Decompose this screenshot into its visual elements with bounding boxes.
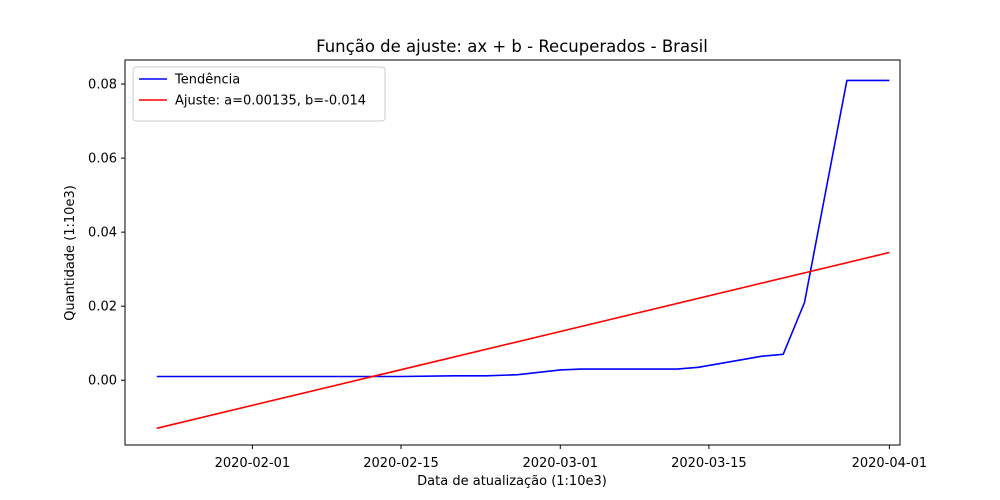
x-tick-label: 2020-02-01: [215, 456, 291, 471]
y-tick-label: 0.08: [88, 78, 117, 93]
series-layer: [156, 79, 890, 430]
x-tick-label: 2020-04-01: [852, 456, 928, 471]
chart-title: Função de ajuste: ax + b - Recuperados -…: [316, 37, 708, 56]
legend-label-0: Tendência: [174, 73, 240, 88]
y-tick-label: 0.06: [88, 152, 117, 167]
ticks-layer: 2020-02-01 2020-02-15 2020-03-01 2020-03-15…: [88, 78, 927, 471]
x-tick-label: 2020-03-01: [522, 456, 598, 471]
legend-box: [132, 66, 386, 122]
x-axis-label: Data de atualização (1:10e3): [417, 474, 607, 489]
y-axis-label: Quantidade (1:10e3): [63, 185, 78, 321]
y-tick-label: 0.00: [88, 374, 117, 389]
legend: Tendência Ajuste: a=0.00135, b=-0.014: [132, 66, 386, 122]
legend-label-1: Ajuste: a=0.00135, b=-0.014: [175, 94, 366, 109]
plot-frame: [124, 59, 901, 446]
x-tick-label: 2020-02-15: [363, 456, 439, 471]
series-line-0: [156, 79, 890, 378]
y-tick-label: 0.04: [88, 226, 117, 241]
x-tick-label: 2020-03-15: [671, 456, 747, 471]
series-line-1: [156, 251, 890, 430]
y-tick-label: 0.02: [88, 300, 117, 315]
